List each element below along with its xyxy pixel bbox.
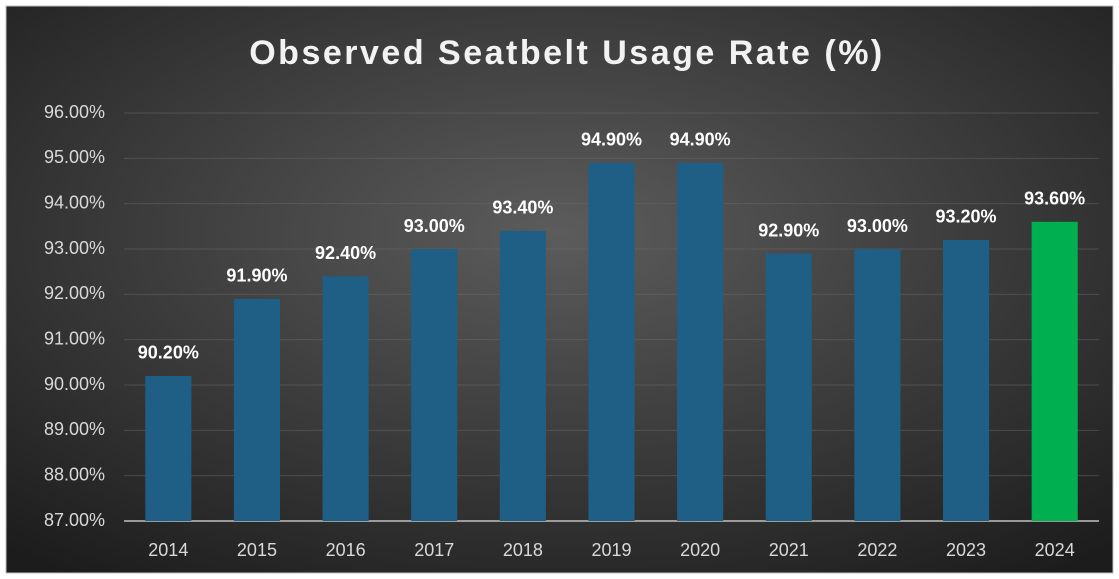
- x-tick-label: 2023: [946, 540, 986, 560]
- data-label: 93.00%: [847, 216, 908, 236]
- bar: [854, 249, 901, 521]
- bar: [322, 276, 369, 521]
- data-label: 91.90%: [226, 266, 287, 286]
- x-tick-label: 2022: [857, 540, 897, 560]
- y-tick-label: 94.00%: [44, 192, 105, 212]
- data-label: 93.60%: [1024, 189, 1085, 209]
- x-tick-label: 2019: [591, 540, 631, 560]
- bar: [499, 230, 546, 521]
- data-label: 90.20%: [138, 343, 199, 363]
- data-label: 94.90%: [670, 130, 731, 150]
- x-tick-label: 2020: [680, 540, 720, 560]
- bar: [233, 298, 280, 521]
- x-tick-label: 2024: [1035, 540, 1075, 560]
- y-tick-label: 93.00%: [44, 238, 105, 258]
- x-tick-label: 2018: [503, 540, 543, 560]
- y-tick-label: 90.00%: [44, 374, 105, 394]
- data-label: 93.00%: [404, 216, 465, 236]
- y-tick-label: 92.00%: [44, 283, 105, 303]
- bar: [943, 239, 990, 521]
- x-tick-label: 2016: [326, 540, 366, 560]
- data-label: 93.20%: [936, 207, 997, 227]
- x-tick-label: 2015: [237, 540, 277, 560]
- bar: [677, 162, 724, 521]
- x-tick-label: 2014: [148, 540, 188, 560]
- y-tick-label: 87.00%: [44, 510, 105, 530]
- chart-title: Observed Seatbelt Usage Rate (%): [249, 34, 885, 72]
- bar: [765, 253, 812, 522]
- y-tick-label: 95.00%: [44, 147, 105, 167]
- y-tick-label: 91.00%: [44, 328, 105, 348]
- bar: [1031, 221, 1078, 522]
- x-tick-label: 2017: [414, 540, 454, 560]
- bar: [145, 375, 192, 521]
- y-tick-label: 88.00%: [44, 464, 105, 484]
- bar: [588, 162, 635, 521]
- data-label: 93.40%: [492, 198, 553, 218]
- y-tick-label: 89.00%: [44, 419, 105, 439]
- data-label: 94.90%: [581, 130, 642, 150]
- x-tick-label: 2021: [769, 540, 809, 560]
- y-tick-label: 96.00%: [44, 102, 105, 122]
- data-label: 92.40%: [315, 243, 376, 263]
- data-label: 92.90%: [758, 220, 819, 240]
- bar: [411, 249, 458, 521]
